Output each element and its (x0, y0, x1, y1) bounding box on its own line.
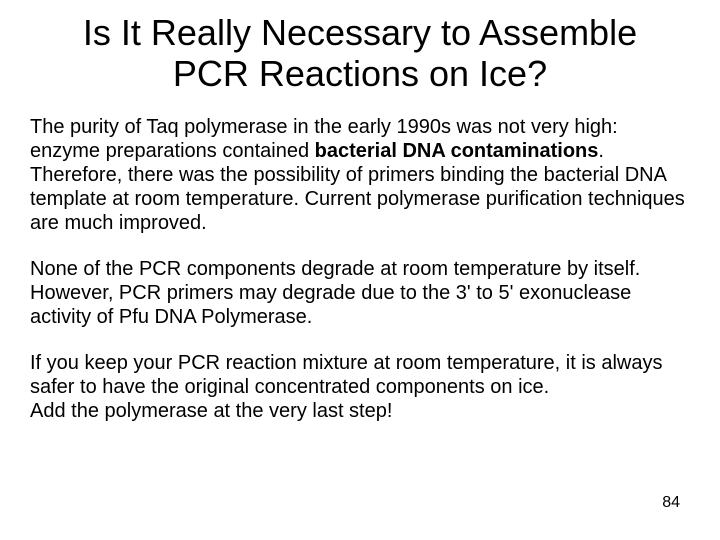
slide-title: Is It Really Necessary to Assemble PCR R… (30, 12, 690, 95)
paragraph-1: The purity of Taq polymerase in the earl… (30, 115, 690, 235)
paragraph-3: If you keep your PCR reaction mixture at… (30, 351, 690, 423)
page-number: 84 (662, 494, 680, 512)
paragraph-2: None of the PCR components degrade at ro… (30, 257, 690, 329)
p1-bold: bacterial DNA contaminations (315, 140, 599, 162)
slide: Is It Really Necessary to Assemble PCR R… (0, 0, 720, 540)
